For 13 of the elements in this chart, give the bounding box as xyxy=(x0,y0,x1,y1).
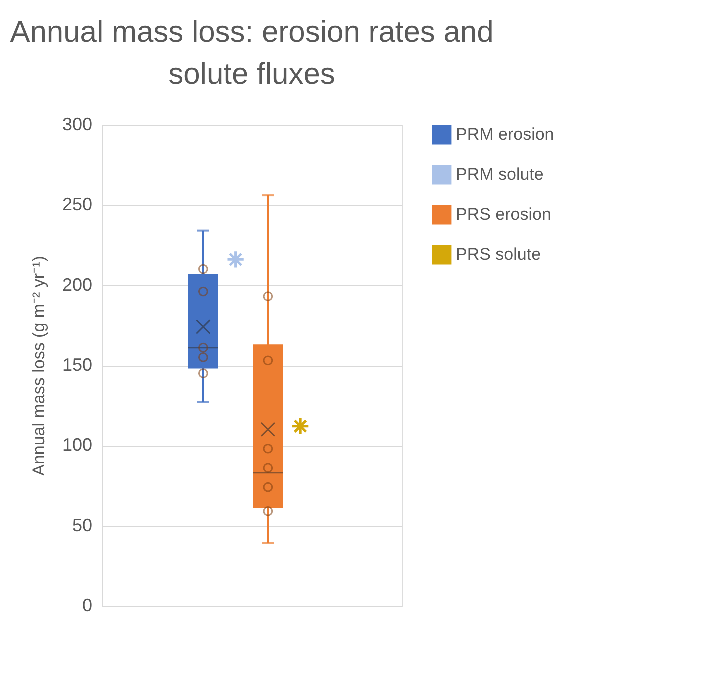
y-axis-title: Annual mass loss (g m⁻² yr⁻¹) xyxy=(29,256,48,476)
legend-label: PRS solute xyxy=(456,245,542,264)
y-tick-label: 150 xyxy=(62,355,92,375)
y-tick-label: 250 xyxy=(62,194,92,215)
legend-label: PRM solute xyxy=(456,165,544,184)
legend-label: PRS erosion xyxy=(456,205,552,224)
y-tick-label: 300 xyxy=(62,114,92,134)
y-tick-label: 0 xyxy=(82,596,92,616)
y-tick-label: 50 xyxy=(72,515,92,536)
chart-title: Annual mass loss: erosion rates and solute fluxes xyxy=(10,16,494,91)
y-tick-label: 200 xyxy=(62,274,92,295)
legend-label: PRM erosion xyxy=(456,125,554,144)
y-tick-label: 100 xyxy=(62,435,92,456)
